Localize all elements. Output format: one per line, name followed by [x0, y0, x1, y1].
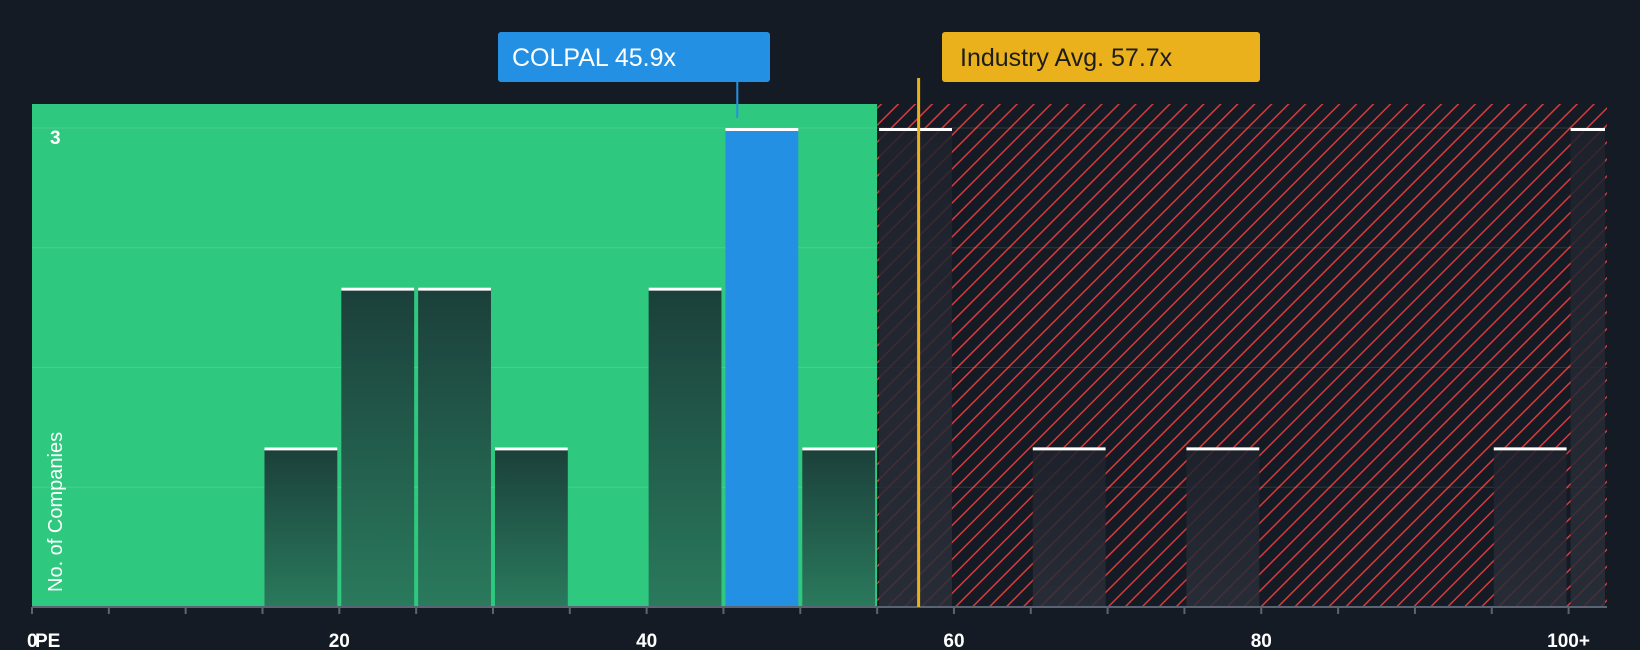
x-axis-title: PE [35, 631, 60, 650]
histogram-bars [264, 127, 1605, 607]
histogram-bar [1032, 447, 1106, 607]
y-axis-max-label: 3 [50, 128, 61, 149]
company-callout-box [498, 32, 770, 82]
x-tick-label: 100+ [1547, 631, 1590, 650]
company-callout-label: COLPAL 45.9x [512, 44, 676, 72]
histogram-bar [341, 287, 415, 607]
x-tick-label: 60 [943, 631, 964, 650]
industry-callout-box [942, 32, 1260, 82]
industry-callout-label: Industry Avg. 57.7x [960, 44, 1173, 72]
histogram-bar [1570, 127, 1605, 607]
histogram-bar [879, 127, 952, 607]
histogram-bar [1186, 447, 1260, 607]
histogram-bar [418, 287, 491, 607]
x-tick-label: 40 [636, 631, 657, 650]
histogram-bar [648, 287, 722, 607]
company-bar [725, 127, 799, 607]
histogram-bar [494, 447, 568, 607]
x-axis-ticks: 0 20 40 60 80 100+ [27, 607, 1590, 650]
histogram-bar [802, 447, 876, 607]
histogram-bar [264, 447, 338, 607]
industry-callout: Industry Avg. 57.7x [942, 32, 1260, 82]
x-tick-label: 20 [329, 631, 350, 650]
y-axis-title: No. of Companies [45, 432, 67, 592]
company-callout: COLPAL 45.9x [498, 32, 770, 82]
x-tick-label: 0 [27, 631, 38, 650]
x-tick-label: 80 [1251, 631, 1272, 650]
histogram-bar [1493, 447, 1567, 607]
